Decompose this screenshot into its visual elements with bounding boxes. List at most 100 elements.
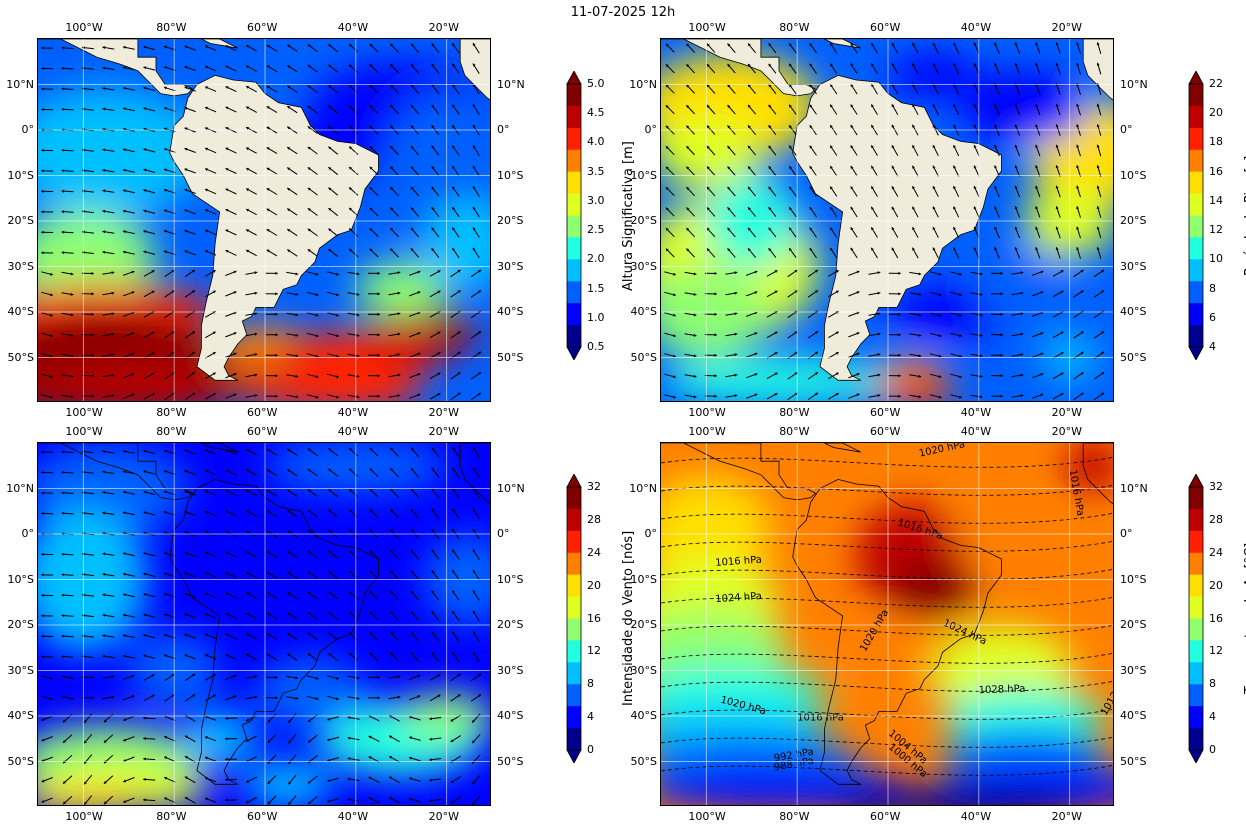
vector-arrowhead: [1101, 351, 1105, 355]
vector-arrowhead: [871, 247, 874, 251]
vector-arrowhead: [275, 374, 278, 378]
map-frame: [37, 38, 491, 402]
vector-arrowhead: [932, 145, 936, 149]
vector-arrowhead: [246, 106, 250, 110]
field-blob: [888, 561, 979, 616]
vector-arrowhead: [431, 508, 435, 512]
vector-arrowhead: [390, 488, 394, 492]
lat-tick-left: 30°S: [630, 663, 657, 677]
vector-arrowhead: [70, 333, 74, 337]
vector-arrowhead: [1014, 206, 1018, 210]
vector-arrowhead: [122, 490, 126, 494]
vector-arrowhead: [336, 395, 339, 399]
vector-arrowhead: [912, 124, 915, 128]
lon-tick-bottom: 40°W: [337, 406, 369, 419]
vector-arrowhead: [774, 270, 778, 273]
vector-arrowhead: [478, 392, 482, 396]
vector-arrowhead: [472, 569, 476, 573]
vector-arrowhead: [472, 227, 476, 231]
vector-arrowhead: [409, 756, 412, 760]
vector-arrowhead: [410, 207, 414, 211]
colorbar-segment: [567, 530, 581, 554]
isobar-line: [661, 680, 1113, 692]
colorbar-tick: 32: [1209, 480, 1223, 493]
vector-arrowhead: [377, 271, 380, 275]
vector-arrowhead: [714, 333, 717, 337]
lon-tick-bottom: 40°W: [960, 810, 992, 823]
vector-arrowhead: [275, 333, 278, 337]
vector-arrowhead: [287, 65, 291, 68]
vector-arrowhead: [410, 248, 414, 252]
vector-arrowhead: [1101, 269, 1105, 273]
vector-arrowhead: [131, 352, 135, 356]
vector-arrowhead: [163, 572, 167, 576]
vector-arrowhead: [429, 717, 432, 721]
vector-arrowhead: [349, 44, 352, 47]
vector-arrowhead: [225, 716, 228, 720]
lon-tick-top: 40°W: [960, 21, 992, 34]
vector-arrowhead: [246, 510, 250, 514]
vector-arrowhead: [349, 652, 352, 656]
vector-arrowhead: [123, 718, 127, 721]
vector-arrowhead: [431, 611, 435, 615]
lat-tick-left: 10°N: [629, 77, 657, 91]
vector-arrowhead: [205, 209, 208, 212]
vector-arrowhead: [809, 166, 813, 169]
vector-arrowhead: [673, 334, 676, 338]
vector-arrowhead: [1040, 291, 1044, 294]
vector-arrowhead: [328, 85, 332, 89]
lon-tick-top: 80°W: [156, 21, 187, 34]
vector-arrowhead: [91, 353, 94, 357]
vector-arrowhead: [1060, 331, 1064, 335]
lat-tick-right: 10°N: [497, 481, 525, 495]
vector-arrowhead: [288, 719, 292, 723]
vector-arrowhead: [307, 550, 311, 554]
figure-title: 11-07-2025 12h: [570, 5, 676, 20]
vector-arrowhead: [397, 332, 401, 336]
isobar-line: [661, 512, 1113, 524]
vector-arrowhead: [789, 186, 792, 190]
colorbar-segment: [1189, 662, 1203, 685]
vector-arrowhead: [61, 230, 65, 234]
vector-arrowhead: [1035, 226, 1039, 230]
vector-arrowhead: [871, 43, 874, 46]
vector-arrowhead: [891, 124, 895, 128]
vector-arrowhead: [61, 593, 65, 597]
vector-arrowhead: [1020, 353, 1024, 357]
vector-arrowhead: [246, 551, 250, 555]
vector-arrowhead: [287, 489, 291, 493]
vector-arrowhead: [472, 206, 476, 210]
vector-arrowhead: [70, 354, 74, 358]
vector-arrowhead: [369, 509, 373, 513]
vector-arrowhead: [143, 189, 147, 193]
vector-arrowhead: [850, 247, 854, 251]
colorbar-segment: [1189, 281, 1203, 304]
vector-arrowhead: [368, 797, 372, 800]
vector-arrowhead: [328, 591, 332, 595]
vector-arrowhead: [665, 248, 669, 252]
vector-arrowhead: [1076, 165, 1080, 169]
vector-arrowhead: [417, 352, 421, 356]
vector-arrowhead: [953, 186, 956, 189]
vector-arrowhead: [266, 229, 270, 232]
vector-arrowhead: [665, 105, 669, 109]
vector-arrowhead: [275, 394, 278, 398]
colorbar-tick: 16: [587, 611, 601, 625]
colorbar-segment: [1189, 706, 1203, 729]
vector-arrowhead: [973, 206, 977, 210]
vector-arrowhead: [390, 43, 394, 47]
vector-arrowhead: [994, 185, 998, 189]
vector-arrowhead: [61, 614, 65, 618]
vector-arrowhead: [143, 613, 147, 617]
vector-arrowhead: [307, 591, 311, 595]
field-blob: [1065, 443, 1113, 494]
vector-arrowhead: [472, 651, 476, 655]
vector-arrowhead: [205, 147, 208, 151]
vector-arrowhead: [205, 86, 208, 90]
lon-tick-top: 60°W: [870, 425, 901, 438]
vector-arrowhead: [429, 778, 432, 782]
colorbar-segment: [567, 303, 581, 326]
colorbar-tick: 14: [1209, 193, 1223, 207]
vector-arrowhead: [41, 552, 44, 556]
vector-arrowhead: [891, 145, 895, 149]
